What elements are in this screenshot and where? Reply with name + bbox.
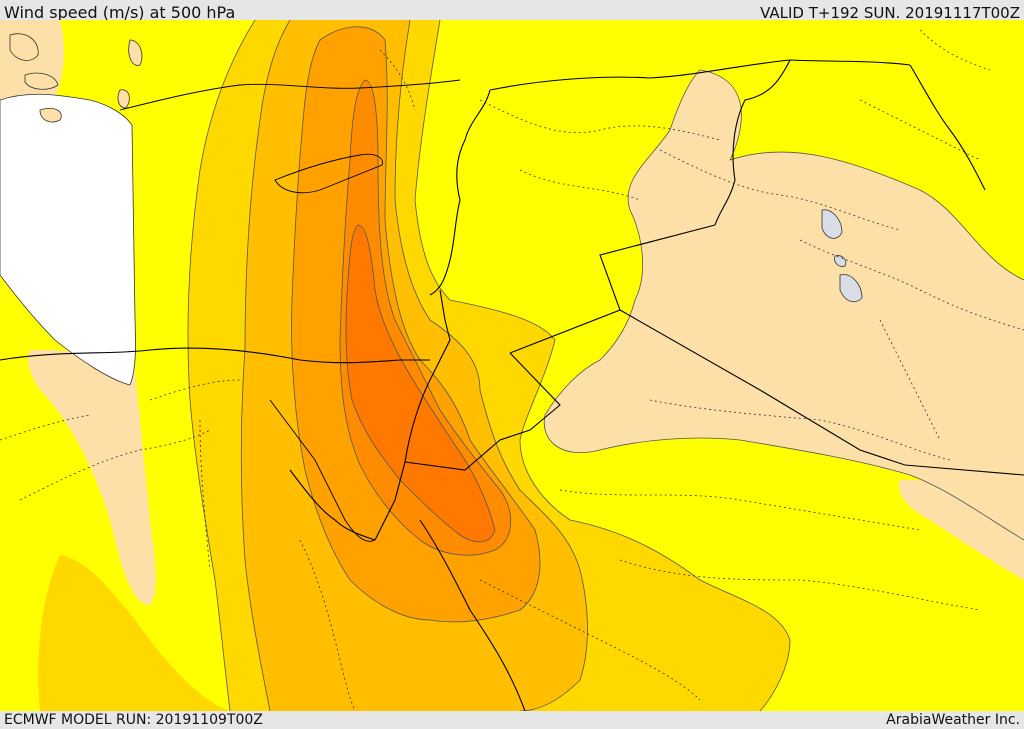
field-band-beige-west (28, 350, 156, 605)
valid-time-label: VALID T+192 SUN. 20191117T00Z (760, 4, 1020, 22)
country-borders (0, 59, 1024, 711)
aegean-islands (9, 33, 143, 123)
contour-lines (187, 20, 1024, 711)
wind-speed-map[interactable] (0, 20, 1024, 711)
map-header: Wind speed (m/s) at 500 hPa VALID T+192 … (0, 0, 1024, 22)
field-band-beige-southeast (899, 480, 1024, 580)
coastlines (119, 79, 461, 542)
map-title: Wind speed (m/s) at 500 hPa (4, 3, 236, 22)
model-run-label: ECMWF MODEL RUN: 20191109T00Z (4, 712, 263, 728)
credit-label: ArabiaWeather Inc. (886, 712, 1020, 728)
masked-sea-area (0, 93, 136, 386)
map-footer: ECMWF MODEL RUN: 20191109T00Z ArabiaWeat… (0, 711, 1024, 729)
field-band-beige-east (544, 70, 1024, 540)
admin-boundaries (0, 29, 1024, 711)
field-band-gold-southwest (38, 555, 231, 711)
field-band-deep-orange (346, 225, 495, 542)
